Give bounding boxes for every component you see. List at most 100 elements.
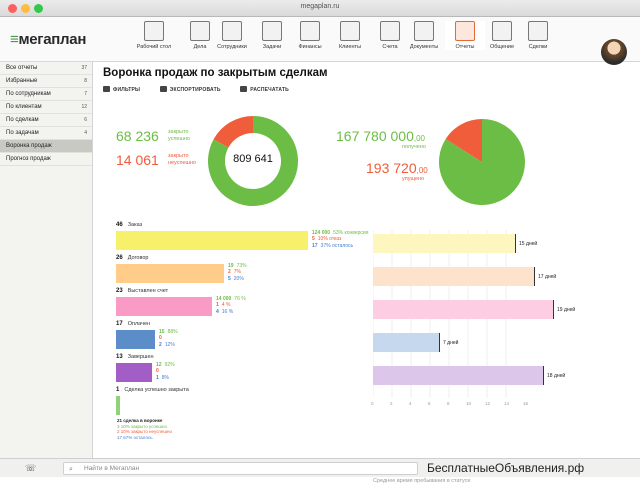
time-bar-label: 7 дней xyxy=(443,340,459,346)
sidebar-item-label: Воронка продаж xyxy=(6,143,52,149)
stage-stat: 5 20% xyxy=(228,276,244,282)
export-button[interactable]: ЭКСПОРТИРОВАТЬ xyxy=(159,86,221,93)
nav-item-10[interactable]: Сделки xyxy=(518,21,558,50)
nav-item-0[interactable]: Рабочий стол xyxy=(134,21,174,50)
minimize-window-icon[interactable] xyxy=(21,4,30,13)
sidebar-item-3[interactable]: По клиентам 12 xyxy=(0,101,92,114)
search-placeholder: Найти в Мегаплан xyxy=(84,465,140,472)
stage-bar[interactable] xyxy=(116,396,120,415)
nav-item-label: Документы xyxy=(409,44,439,50)
closed-success-label-1: закрыто xyxy=(168,129,189,135)
nav-item-label: Счета xyxy=(382,44,398,50)
zoom-window-icon[interactable] xyxy=(34,4,43,13)
sidebar-item-4[interactable]: По сделкам 6 xyxy=(0,114,92,127)
received-amount: 167 780 000,00 xyxy=(336,128,425,144)
stage-stat: 0 xyxy=(159,335,165,341)
stage-stat-count: 5 xyxy=(228,275,231,282)
stage-stat: 4 16 % xyxy=(216,309,233,315)
stage-stat-count: 4 xyxy=(216,308,219,315)
print-button[interactable]: РАСПЕЧАТАТЬ xyxy=(240,86,289,93)
nav-item-3[interactable]: Задачи xyxy=(252,21,292,50)
nav-item-2[interactable]: Сотрудники xyxy=(212,21,252,50)
nav-item-1[interactable]: Дела xyxy=(180,21,220,50)
time-bar[interactable] xyxy=(373,234,516,253)
close-window-icon[interactable] xyxy=(8,4,17,13)
filters-button[interactable]: ФИЛЬТРЫ xyxy=(103,86,140,93)
sidebar-item-7[interactable]: Прогноз продаж xyxy=(0,153,92,166)
excel-icon xyxy=(159,86,167,92)
nav-item-label: Общение xyxy=(489,44,515,50)
stage-bar[interactable] xyxy=(116,297,212,316)
time-axis-tick: 4 xyxy=(409,401,412,406)
bar-chart-icon xyxy=(455,21,475,41)
export-label: ЭКСПОРТИРОВАТЬ xyxy=(169,87,221,93)
time-bar[interactable] xyxy=(373,366,544,385)
address-url[interactable]: megaplan.ru xyxy=(300,3,340,10)
time-bar[interactable] xyxy=(373,267,535,286)
stage-label: 13 Завершен xyxy=(116,354,154,360)
time-axis-tick: 8 xyxy=(447,401,450,406)
time-axis-tick: 2 xyxy=(390,401,393,406)
report-toolbar: ФИЛЬТРЫ ЭКСПОРТИРОВАТЬ РАСПЕЧАТАТЬ xyxy=(103,86,307,93)
stage-stat-share: 76 % xyxy=(234,296,246,302)
stage-bar[interactable] xyxy=(116,231,308,250)
stage-name: Завершен xyxy=(127,354,154,360)
closed-success-label-2: успешно xyxy=(168,136,190,142)
legend-success: 3 10% закрыто успешно xyxy=(117,423,168,429)
nav-item-6[interactable]: Счета xyxy=(370,21,410,50)
stage-stat: 1 8% xyxy=(156,375,169,381)
time-bar[interactable] xyxy=(373,300,554,319)
stage-stat-count: 0 xyxy=(159,335,162,342)
time-chart-caption: Среднее время пребывания в статусе xyxy=(373,478,471,484)
stage-stat-count: 15 xyxy=(159,329,165,335)
stage-stat: 5 10% отказ xyxy=(312,236,341,242)
stage-stat: 19 73% xyxy=(228,263,247,269)
sidebar-item-5[interactable]: По задачам 4 xyxy=(0,127,92,140)
pie-lost-slice xyxy=(445,119,482,162)
closed-success-value: 68 236 xyxy=(116,128,159,144)
sidebar-item-count: 7 xyxy=(84,91,87,97)
nav-item-9[interactable]: Общение xyxy=(482,21,522,50)
sidebar-item-0[interactable]: Все отчеты 37 xyxy=(0,62,92,75)
reports-sidebar: Все отчеты 37 Избранные 8 По сотрудникам 7 По … xyxy=(0,62,93,458)
nav-item-label: Дела xyxy=(193,44,207,50)
stage-stat-count: 1 xyxy=(216,302,219,309)
megaplan-logo[interactable]: ≡мегаплан xyxy=(10,31,87,48)
stage-stat-share: 73% xyxy=(236,263,247,269)
sidebar-item-count: 6 xyxy=(84,117,87,123)
global-search-input[interactable]: ⌕ Найти в Мегаплан xyxy=(63,462,418,475)
nav-item-5[interactable]: Клиенты xyxy=(330,21,370,50)
closed-fail-label-2: неуспешно xyxy=(168,160,197,166)
nav-item-7[interactable]: Документы xyxy=(404,21,444,50)
sidebar-item-2[interactable]: По сотрудникам 7 xyxy=(0,88,92,101)
closed-fail-value: 14 061 xyxy=(116,152,159,168)
nav-item-8[interactable]: Отчеты xyxy=(445,21,485,50)
stage-label: 46 Заказ xyxy=(116,222,142,228)
search-icon: ⌕ xyxy=(69,466,73,473)
stage-stat: 124 000 53% конверсия xyxy=(312,230,368,236)
sidebar-item-1[interactable]: Избранные 8 xyxy=(0,75,92,88)
sidebar-item-6[interactable]: Воронка продаж xyxy=(0,140,92,153)
window-titlebar: megaplan.ru xyxy=(0,0,640,17)
nav-item-label: Сделки xyxy=(528,44,548,50)
print-label: РАСПЕЧАТАТЬ xyxy=(250,87,289,93)
stage-stat: 14 000 76 % xyxy=(216,296,246,302)
time-bar-label: 17 дней xyxy=(538,274,557,280)
stage-name: Заказ xyxy=(127,222,143,228)
sidebar-item-label: По сотрудникам xyxy=(6,91,51,97)
user-avatar[interactable] xyxy=(601,39,627,65)
stage-stat: 17 37% осталось xyxy=(312,243,353,249)
stage-bar[interactable] xyxy=(116,264,224,283)
time-bar[interactable] xyxy=(373,333,440,352)
phone-icon[interactable]: ☏ xyxy=(25,463,37,473)
nav-item-4[interactable]: Финансы xyxy=(290,21,330,50)
stage-stat-count: 17 xyxy=(312,242,318,249)
time-axis-tick: 0 xyxy=(371,401,374,406)
watermark-text: БесплатныеОбъявления.рф xyxy=(427,461,585,475)
stage-stat-count: 1 xyxy=(156,374,159,381)
logo-text: мегаплан xyxy=(18,31,87,48)
stage-bar[interactable] xyxy=(116,330,155,349)
stage-bar[interactable] xyxy=(116,363,152,382)
app-header: ≡мегаплан Рабочий стол Дела Сотрудники Зада… xyxy=(0,17,640,65)
